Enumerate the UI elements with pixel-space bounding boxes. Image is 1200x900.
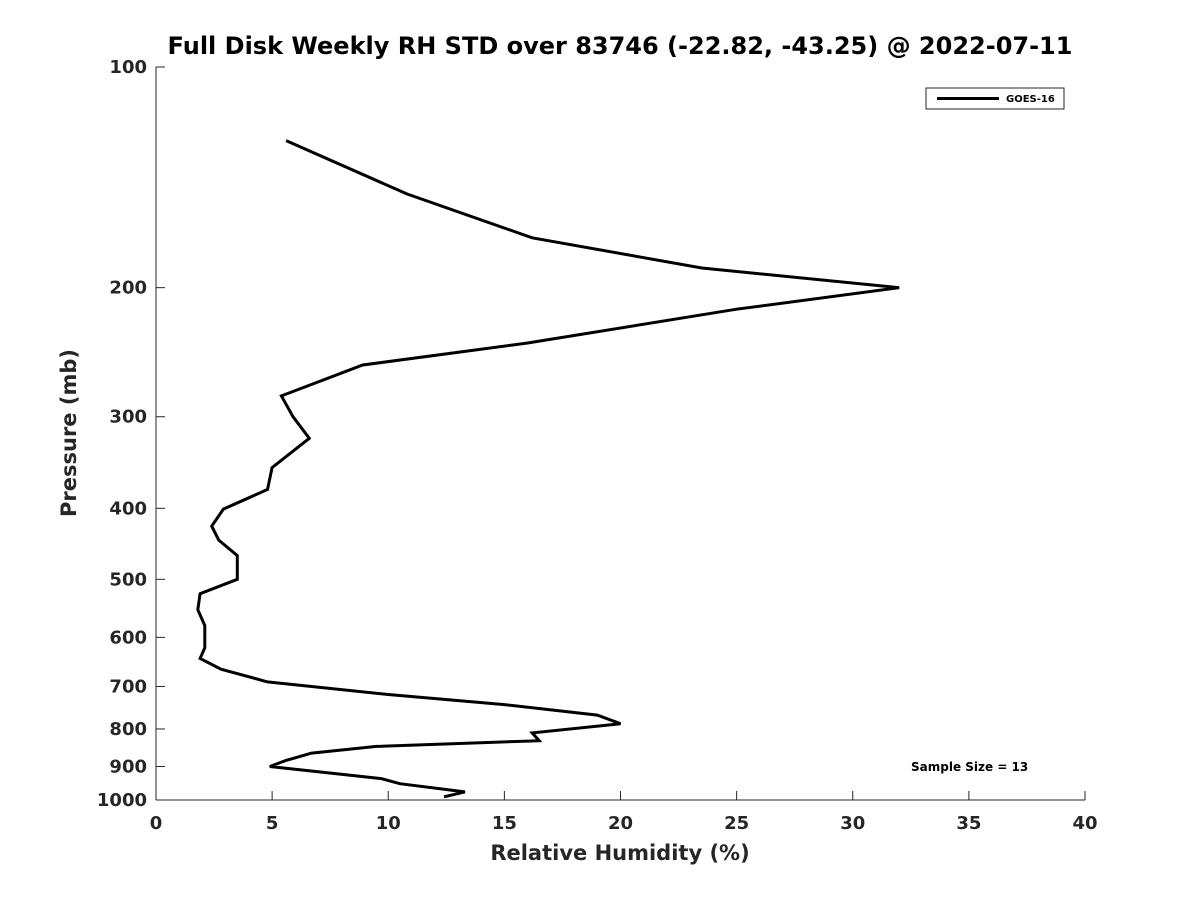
y-tick-label: 300 [109, 407, 147, 428]
x-axis-label: Relative Humidity (%) [490, 841, 749, 865]
y-tick-label: 400 [109, 498, 147, 519]
y-tick-label: 900 [109, 756, 147, 777]
x-axis-ticks: 0 5 10 15 20 25 30 35 40 [150, 791, 1098, 834]
series-line-goes-16 [196, 139, 900, 799]
x-tick-label: 0 [150, 813, 163, 834]
x-tick-label: 10 [376, 813, 401, 834]
y-tick-label: 800 [109, 719, 147, 740]
y-tick-label: 600 [109, 627, 147, 648]
plot-area [156, 67, 1085, 800]
x-tick-label: 25 [724, 813, 749, 834]
y-tick-label: 200 [109, 278, 147, 299]
x-tick-label: 5 [266, 813, 279, 834]
y-axis-label: Pressure (mb) [57, 349, 81, 517]
y-tick-label: 1000 [97, 790, 147, 811]
x-tick-label: 40 [1072, 813, 1097, 834]
y-tick-label: 700 [109, 676, 147, 697]
legend-label-goes-16: GOES-16 [1006, 94, 1055, 105]
x-tick-label: 20 [608, 813, 633, 834]
y-tick-label: 500 [109, 569, 147, 590]
chart-title: Full Disk Weekly RH STD over 83746 (-22.… [168, 32, 1073, 60]
legend: GOES-16 [925, 87, 1065, 110]
x-tick-label: 15 [492, 813, 517, 834]
y-axis-ticks: 100 200 300 400 500 600 700 800 900 1000 [97, 57, 165, 811]
sample-size-annotation: Sample Size = 13 [911, 760, 1028, 774]
y-tick-label: 100 [109, 57, 147, 78]
x-tick-label: 30 [840, 813, 865, 834]
series-layer [196, 139, 900, 799]
x-tick-label: 35 [956, 813, 981, 834]
